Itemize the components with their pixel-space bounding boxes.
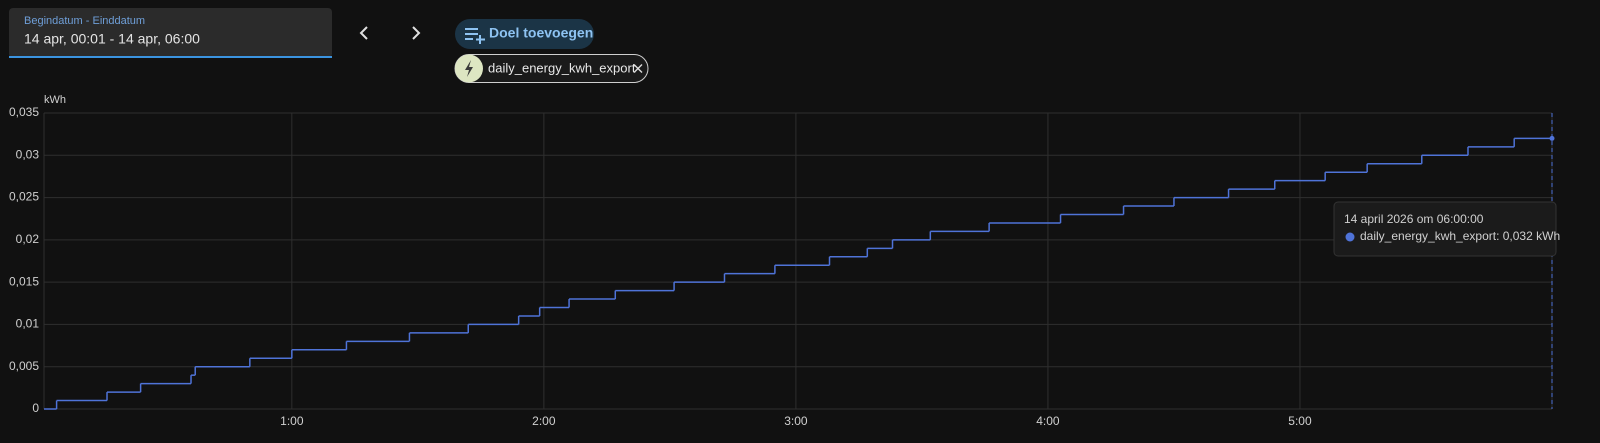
date-picker[interactable]: Begindatum - Einddatum 14 apr, 00:01 - 1… bbox=[9, 8, 332, 58]
x-tick-label: 3:00 bbox=[784, 414, 808, 428]
date-underline bbox=[9, 56, 332, 58]
x-tick-label: 1:00 bbox=[280, 414, 304, 428]
bolt-icon bbox=[465, 60, 473, 77]
plot: 0 0,005 0,01 0,015 0,02 0,025 0,03 0,035 1:00 2:0… bbox=[9, 105, 1560, 428]
hover-point bbox=[1549, 135, 1555, 141]
date-value: 14 apr, 00:01 - 14 apr, 06:00 bbox=[24, 31, 200, 47]
y-axis-label: kWh bbox=[44, 94, 66, 106]
tooltip-title: 14 april 2026 om 06:00:00 bbox=[1344, 212, 1484, 226]
tooltip-box bbox=[1333, 201, 1557, 257]
chip-label: daily_energy_kwh_export bbox=[488, 60, 636, 75]
y-tick-label: 0,035 bbox=[9, 105, 39, 119]
entity-chip[interactable]: daily_energy_kwh_export bbox=[454, 54, 649, 83]
y-tick-label: 0,02 bbox=[16, 232, 40, 246]
y-tick-label: 0,03 bbox=[16, 147, 40, 161]
tooltip-text: daily_energy_kwh_export: 0,032 kWh bbox=[1360, 229, 1560, 243]
y-tick-label: 0,015 bbox=[9, 274, 39, 288]
x-tick-label: 5:00 bbox=[1288, 414, 1312, 428]
y-tick-label: 0,005 bbox=[9, 359, 39, 373]
add-icon bbox=[465, 28, 485, 44]
x-tick-label: 4:00 bbox=[1036, 414, 1060, 428]
x-tick-label: 2:00 bbox=[532, 414, 556, 428]
date-field[interactable] bbox=[9, 8, 332, 58]
tooltip-dot bbox=[1345, 232, 1355, 242]
add-target-bg[interactable] bbox=[455, 19, 594, 49]
prev-button[interactable] bbox=[359, 26, 368, 40]
add-target-button[interactable]: Doel toevoegen bbox=[455, 19, 594, 49]
y-tick-label: 0 bbox=[32, 401, 39, 415]
date-label: Begindatum - Einddatum bbox=[24, 15, 145, 27]
y-tick-label: 0,01 bbox=[16, 317, 40, 331]
y-tick-label: 0,025 bbox=[9, 190, 39, 204]
next-button[interactable] bbox=[412, 26, 421, 40]
chip-remove[interactable] bbox=[633, 64, 643, 73]
add-target-label: Doel toevoegen bbox=[489, 25, 593, 41]
